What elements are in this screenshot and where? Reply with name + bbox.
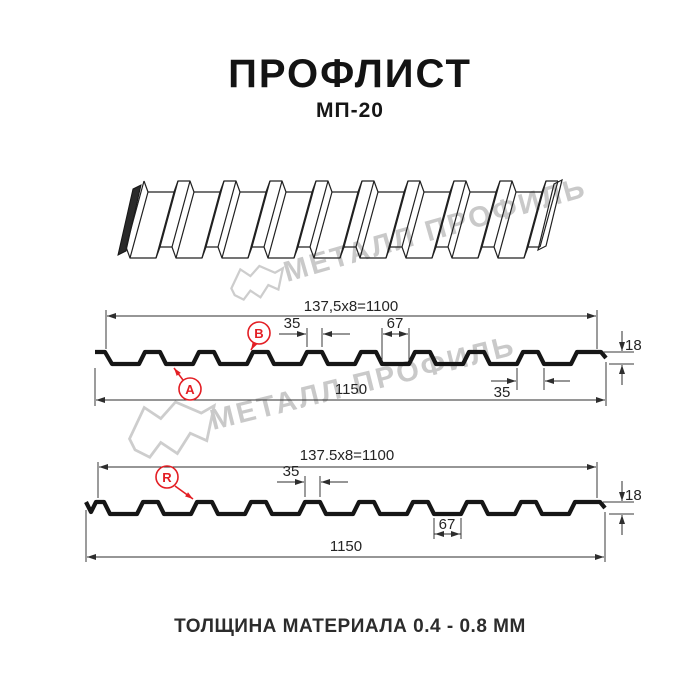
dim-coverage-width: 137,5x8=1100: [304, 298, 398, 315]
callout-a-letter: A: [185, 382, 195, 397]
cross-section-top: 137,5x8=1100 35 67 18 35 1150 A B: [94, 298, 642, 406]
perspective-view: [117, 178, 563, 259]
dim-valley-width: 67: [439, 516, 456, 533]
callout-r: R: [155, 465, 194, 500]
callout-a: A: [173, 367, 202, 401]
sheet-right-edge: [537, 178, 563, 252]
callout-b: B: [247, 321, 271, 351]
profile-outline: [84, 499, 607, 517]
profile-model-label: МП-20: [316, 99, 384, 122]
dim-coverage-width: 137.5x8=1100: [300, 447, 394, 464]
extension-lines: [94, 310, 634, 406]
sheet-far-profile: [143, 180, 558, 193]
brand-logo-watermark-icon: [231, 265, 284, 300]
callout-r-letter: R: [162, 470, 172, 485]
page-title: ПРОФЛИСТ: [228, 52, 472, 96]
dim-profile-height: 18: [625, 487, 642, 504]
dim-rib-top-width: 35: [283, 463, 300, 480]
dim-overall-width: 1150: [330, 538, 362, 555]
material-thickness-note: ТОЛЩИНА МАТЕРИАЛА 0.4 - 0.8 ММ: [174, 616, 526, 637]
dim-rib-top-width: 35: [284, 315, 301, 332]
sheet-rib-lines: [125, 180, 559, 259]
dimension-lines: [87, 464, 625, 560]
dimension-lines: [96, 313, 625, 403]
callout-b-letter: B: [254, 326, 263, 341]
cross-section-bottom: 137.5x8=1100 35 67 18 1150 R: [84, 447, 642, 562]
dim-valley-width: 67: [387, 315, 404, 332]
sheet-left-edge: [117, 184, 142, 256]
profile-outline: [95, 349, 608, 367]
dim-profile-height: 18: [625, 337, 642, 354]
dim-rib-bottom-width: 35: [494, 384, 511, 401]
brand-logo-watermark-icon: [129, 401, 215, 458]
extension-lines: [85, 462, 634, 562]
dim-overall-width: 1150: [335, 381, 367, 398]
